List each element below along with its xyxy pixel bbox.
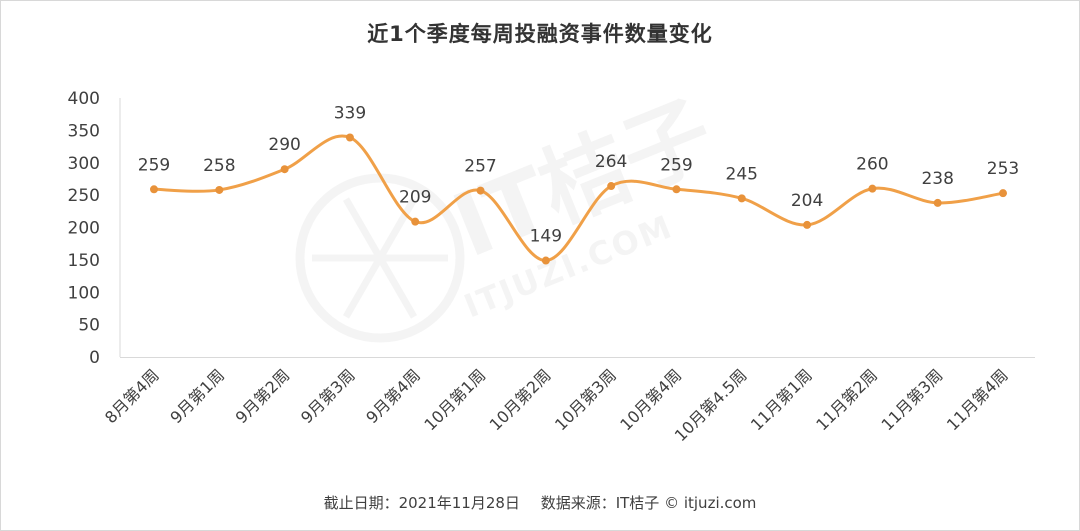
x-tick-label: 11月第1周 bbox=[747, 365, 816, 434]
x-tick-label: 11月第2周 bbox=[812, 365, 881, 434]
y-tick-label: 150 bbox=[68, 251, 100, 271]
data-label: 259 bbox=[138, 155, 170, 175]
data-label: 257 bbox=[464, 157, 496, 177]
data-point bbox=[411, 217, 420, 226]
y-tick-label: 400 bbox=[68, 89, 100, 109]
data-label: 259 bbox=[660, 155, 692, 175]
x-tick-label: 11月第3周 bbox=[878, 365, 947, 434]
watermark-logo-segment bbox=[342, 197, 384, 260]
data-point bbox=[476, 186, 485, 195]
data-label: 204 bbox=[791, 191, 823, 211]
chart-series bbox=[150, 133, 1007, 265]
watermark-logo-segment bbox=[376, 197, 418, 260]
data-label: 264 bbox=[595, 152, 627, 172]
data-point bbox=[215, 185, 224, 194]
data-source: 数据来源：IT桔子 © itjuzi.com bbox=[540, 494, 757, 512]
data-label: 253 bbox=[987, 159, 1019, 179]
series-line bbox=[152, 134, 1005, 263]
x-tick-label: 9月第3周 bbox=[297, 365, 359, 427]
cutoff-date: 截止日期：2021年11月28日 bbox=[323, 494, 520, 512]
data-point bbox=[672, 185, 681, 194]
data-label: 238 bbox=[921, 169, 953, 189]
x-tick-label: 10月第1周 bbox=[420, 365, 489, 434]
x-tick-label: 10月第2周 bbox=[486, 365, 555, 434]
y-tick-label: 100 bbox=[68, 283, 100, 303]
x-tick-label: 9月第2周 bbox=[232, 365, 294, 427]
data-point bbox=[345, 133, 354, 142]
x-tick-label: 11月第4周 bbox=[943, 365, 1012, 434]
data-point bbox=[999, 189, 1007, 198]
x-tick-label: 8月第4周 bbox=[101, 365, 163, 427]
data-point bbox=[280, 165, 289, 174]
data-point bbox=[737, 194, 746, 203]
data-label: 258 bbox=[203, 156, 235, 176]
data-point bbox=[541, 256, 550, 265]
data-label: 290 bbox=[268, 135, 300, 155]
x-tick-label: 10月第4周 bbox=[616, 365, 685, 434]
data-point bbox=[150, 185, 158, 194]
x-tick-label: 9月第4周 bbox=[362, 365, 424, 427]
data-point bbox=[933, 198, 942, 207]
y-tick-label: 50 bbox=[78, 316, 100, 336]
y-tick-label: 250 bbox=[68, 186, 100, 206]
x-tick-label: 9月第1周 bbox=[166, 365, 228, 427]
source-note: 截止日期：2021年11月28日 数据来源：IT桔子 © itjuzi.com bbox=[0, 492, 1080, 513]
data-label: 339 bbox=[334, 103, 366, 123]
x-tick-label: 10月第3周 bbox=[551, 365, 620, 434]
data-point bbox=[607, 182, 616, 191]
data-label: 245 bbox=[726, 164, 758, 184]
y-tick-label: 350 bbox=[68, 121, 100, 141]
data-label: 209 bbox=[399, 188, 431, 208]
data-label: 260 bbox=[856, 155, 888, 175]
data-point bbox=[803, 220, 812, 229]
watermark-logo-segment bbox=[342, 256, 384, 319]
data-point bbox=[868, 184, 877, 193]
y-tick-label: 0 bbox=[89, 348, 100, 368]
watermark-logo-segment bbox=[376, 256, 418, 319]
y-tick-label: 200 bbox=[68, 219, 100, 239]
chart-title: 近1个季度每周投融资事件数量变化 bbox=[367, 22, 713, 46]
y-tick-label: 300 bbox=[68, 154, 100, 174]
data-label: 149 bbox=[530, 227, 562, 247]
chart-labels: 259 258 290 339 209 257 149 264 259 245 204 260 238 2… bbox=[138, 103, 1019, 246]
